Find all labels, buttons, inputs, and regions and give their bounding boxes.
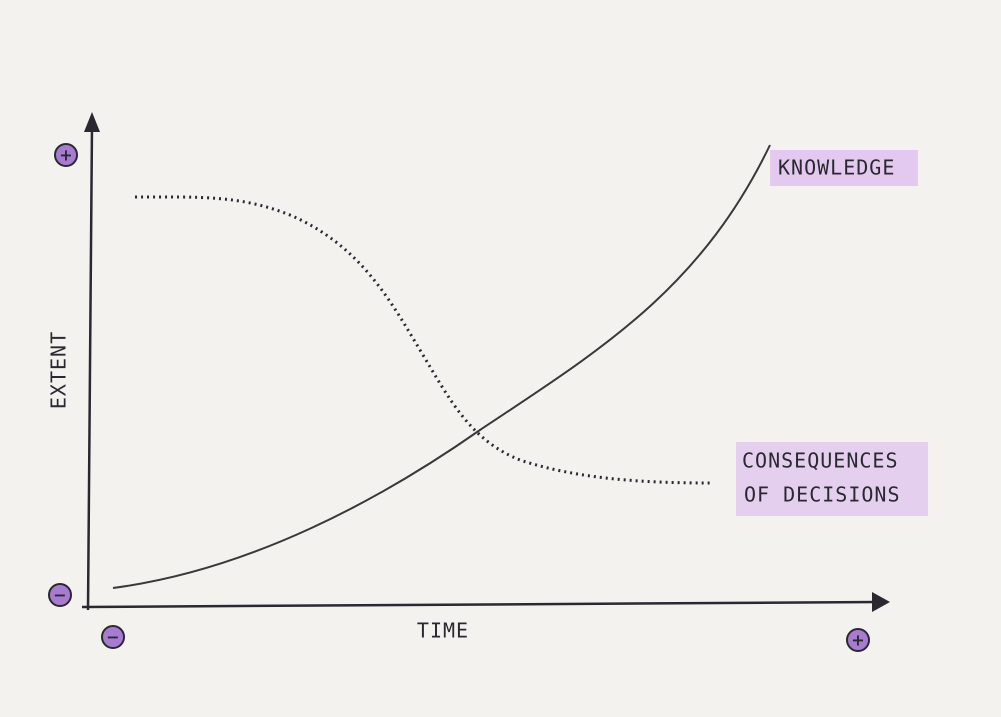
x-axis-arrow: [872, 592, 890, 612]
y-axis-max-symbol: +: [59, 146, 72, 165]
symbol-circle: [846, 628, 870, 652]
curve-label: OF DECISIONS: [744, 483, 901, 507]
symbol-circle: [101, 625, 125, 649]
x-axis-label: TIME: [417, 619, 469, 643]
x-axis: [81, 600, 879, 609]
curve-label: KNOWLEDGE: [778, 156, 895, 180]
y-axis: [86, 124, 94, 611]
consequences-curve: [134, 195, 713, 485]
y-axis-label: EXTENT: [47, 331, 71, 409]
x-axis-min-symbol: −: [106, 628, 119, 647]
curve-label: CONSEQUENCES: [742, 449, 899, 473]
label-highlight: [770, 150, 918, 186]
x-axis-max-symbol: +: [851, 631, 864, 650]
knowledge-curve: [112, 144, 771, 589]
symbol-circle: [54, 143, 78, 167]
y-axis-min-symbol: −: [53, 586, 66, 605]
symbol-circle: [48, 583, 72, 607]
label-highlight: [736, 442, 928, 516]
y-axis-arrow: [84, 112, 100, 132]
